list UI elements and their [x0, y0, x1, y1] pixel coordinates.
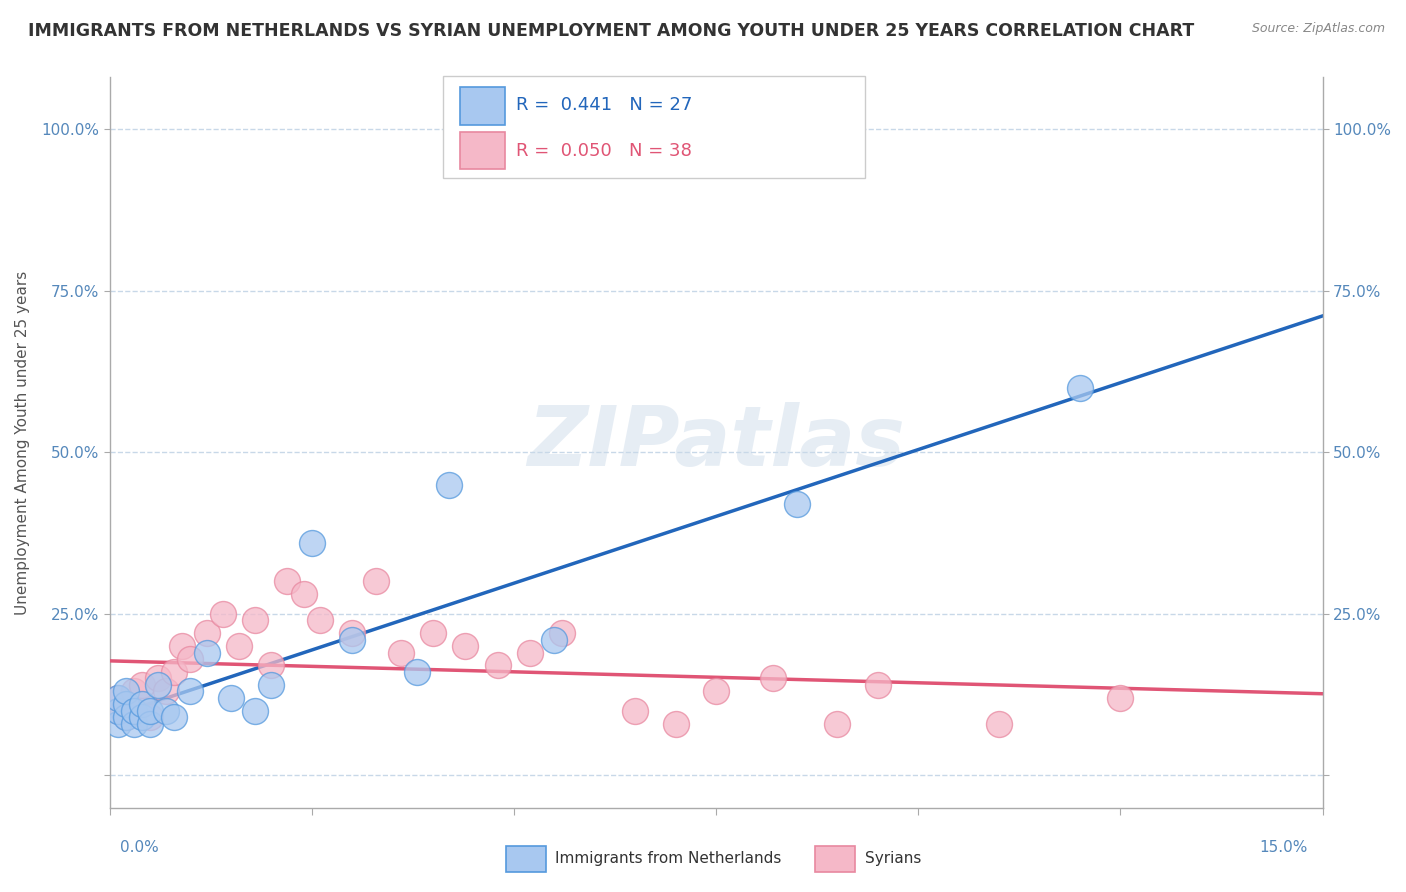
- Point: [139, 704, 162, 718]
- Point: [114, 697, 136, 711]
- Point: [1109, 690, 1132, 705]
- Point: [454, 639, 477, 653]
- Point: [195, 626, 218, 640]
- Point: [146, 678, 169, 692]
- Point: [301, 535, 323, 549]
- Point: [704, 684, 727, 698]
- Point: [195, 646, 218, 660]
- Point: [139, 716, 162, 731]
- Text: R =  0.441   N = 27: R = 0.441 N = 27: [516, 96, 692, 114]
- Point: [122, 704, 145, 718]
- Point: [260, 678, 283, 692]
- Point: [762, 672, 785, 686]
- Point: [827, 716, 849, 731]
- Point: [260, 658, 283, 673]
- Text: 0.0%: 0.0%: [120, 840, 159, 855]
- Point: [437, 477, 460, 491]
- Point: [114, 684, 136, 698]
- Point: [122, 684, 145, 698]
- Point: [219, 690, 242, 705]
- Point: [486, 658, 509, 673]
- Point: [988, 716, 1011, 731]
- Point: [107, 690, 129, 705]
- Point: [340, 626, 363, 640]
- Point: [122, 704, 145, 718]
- Point: [107, 716, 129, 731]
- Point: [243, 613, 266, 627]
- Point: [866, 678, 889, 692]
- Point: [292, 587, 315, 601]
- Point: [243, 704, 266, 718]
- Point: [107, 704, 129, 718]
- Point: [405, 665, 427, 679]
- Point: [146, 672, 169, 686]
- Point: [114, 697, 136, 711]
- Point: [389, 646, 412, 660]
- Point: [422, 626, 444, 640]
- Point: [786, 497, 808, 511]
- Point: [519, 646, 541, 660]
- Text: 15.0%: 15.0%: [1260, 840, 1308, 855]
- Point: [624, 704, 647, 718]
- Point: [122, 716, 145, 731]
- Point: [340, 632, 363, 647]
- Point: [114, 710, 136, 724]
- Point: [163, 665, 186, 679]
- Point: [155, 684, 177, 698]
- Point: [1069, 381, 1091, 395]
- Point: [114, 710, 136, 724]
- Text: IMMIGRANTS FROM NETHERLANDS VS SYRIAN UNEMPLOYMENT AMONG YOUTH UNDER 25 YEARS CO: IMMIGRANTS FROM NETHERLANDS VS SYRIAN UN…: [28, 22, 1194, 40]
- Point: [228, 639, 250, 653]
- Point: [543, 632, 565, 647]
- Text: Syrians: Syrians: [865, 852, 921, 866]
- Point: [276, 574, 298, 589]
- Text: R =  0.050   N = 38: R = 0.050 N = 38: [516, 142, 692, 160]
- Point: [107, 704, 129, 718]
- Point: [366, 574, 388, 589]
- Point: [551, 626, 574, 640]
- Point: [179, 684, 201, 698]
- Point: [211, 607, 233, 621]
- Point: [172, 639, 194, 653]
- Point: [131, 697, 153, 711]
- Point: [131, 678, 153, 692]
- Y-axis label: Unemployment Among Youth under 25 years: Unemployment Among Youth under 25 years: [15, 270, 30, 615]
- Point: [131, 710, 153, 724]
- Point: [665, 716, 688, 731]
- Text: Immigrants from Netherlands: Immigrants from Netherlands: [555, 852, 782, 866]
- Text: Source: ZipAtlas.com: Source: ZipAtlas.com: [1251, 22, 1385, 36]
- Point: [131, 697, 153, 711]
- Point: [163, 710, 186, 724]
- Point: [179, 652, 201, 666]
- Text: ZIPatlas: ZIPatlas: [527, 402, 905, 483]
- Point: [155, 704, 177, 718]
- Point: [139, 710, 162, 724]
- Point: [107, 690, 129, 705]
- Point: [308, 613, 330, 627]
